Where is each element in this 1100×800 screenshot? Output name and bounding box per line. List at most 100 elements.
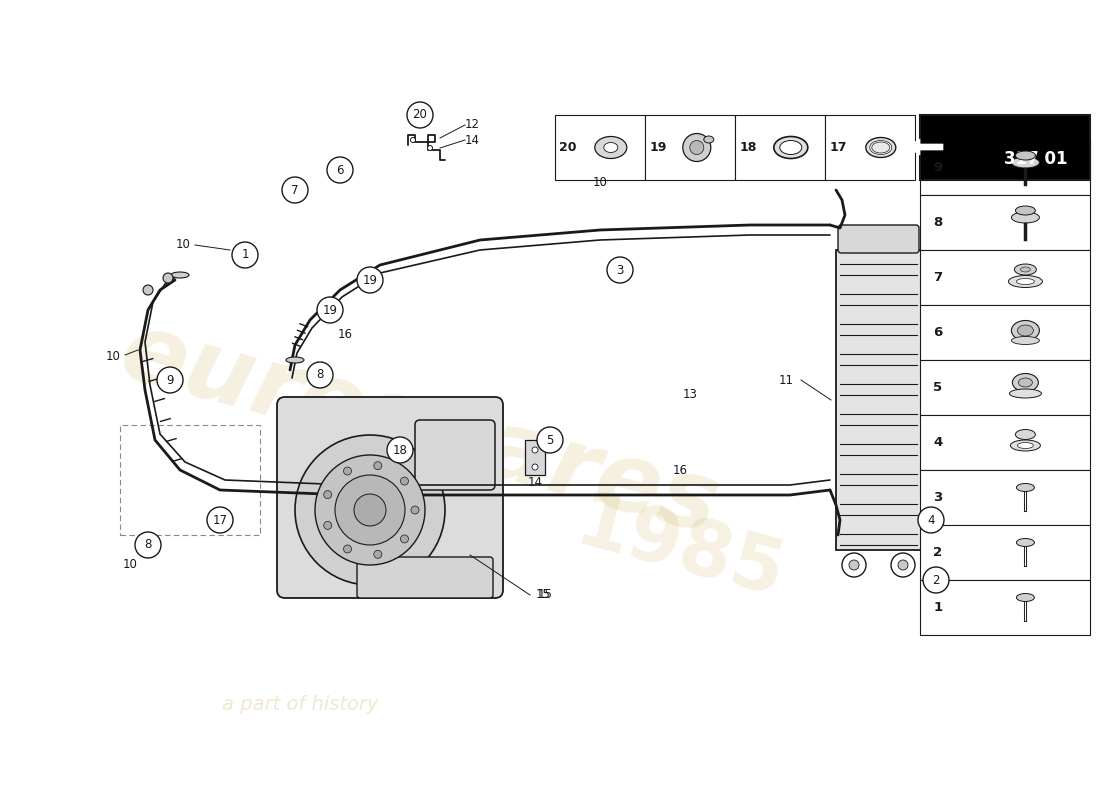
Circle shape [336, 475, 405, 545]
Ellipse shape [1018, 325, 1033, 336]
Text: 14: 14 [528, 475, 542, 489]
Circle shape [323, 522, 332, 530]
Circle shape [232, 242, 258, 268]
Ellipse shape [1015, 430, 1035, 439]
Ellipse shape [780, 141, 802, 154]
Circle shape [683, 134, 711, 162]
Circle shape [842, 553, 866, 577]
Circle shape [317, 297, 343, 323]
Circle shape [849, 560, 859, 570]
Text: 7: 7 [292, 183, 299, 197]
Ellipse shape [1014, 264, 1036, 275]
Circle shape [891, 553, 915, 577]
Ellipse shape [1011, 337, 1040, 345]
Circle shape [532, 447, 538, 453]
Circle shape [532, 464, 538, 470]
Circle shape [327, 157, 353, 183]
Text: 16: 16 [338, 329, 352, 342]
Ellipse shape [1015, 151, 1035, 160]
Circle shape [282, 177, 308, 203]
Text: 10: 10 [122, 558, 138, 571]
Text: 18: 18 [739, 141, 757, 154]
Circle shape [918, 507, 944, 533]
Bar [920, 415, 1090, 470]
Ellipse shape [286, 357, 304, 363]
Text: 1: 1 [934, 601, 943, 614]
Text: 10: 10 [176, 238, 190, 251]
Circle shape [410, 138, 416, 142]
FancyBboxPatch shape [415, 420, 495, 490]
Text: 8: 8 [934, 216, 943, 229]
Text: 6: 6 [337, 163, 343, 177]
FancyBboxPatch shape [277, 397, 503, 598]
Circle shape [407, 102, 433, 128]
Circle shape [400, 477, 408, 485]
Text: 17: 17 [829, 141, 847, 154]
Text: 15: 15 [536, 589, 550, 602]
Ellipse shape [704, 136, 714, 143]
Ellipse shape [866, 138, 895, 158]
Text: 13: 13 [683, 389, 697, 402]
Text: 16: 16 [672, 463, 688, 477]
Ellipse shape [604, 142, 618, 153]
Polygon shape [906, 139, 943, 155]
Bar [920, 140, 1090, 195]
Circle shape [343, 467, 352, 475]
Text: 12: 12 [464, 118, 480, 131]
Ellipse shape [1016, 278, 1034, 285]
Bar [645, 115, 735, 180]
Text: 3: 3 [616, 263, 624, 277]
Bar [825, 115, 915, 180]
Circle shape [898, 560, 907, 570]
Circle shape [690, 141, 704, 154]
Bar [836, 250, 921, 550]
Circle shape [143, 285, 153, 295]
Text: 2: 2 [933, 574, 939, 586]
Text: 19: 19 [322, 303, 338, 317]
Circle shape [315, 455, 425, 565]
Text: 4: 4 [927, 514, 935, 526]
FancyBboxPatch shape [358, 557, 493, 598]
Ellipse shape [1021, 267, 1031, 272]
Text: 9: 9 [934, 161, 943, 174]
Circle shape [354, 494, 386, 526]
Circle shape [343, 545, 352, 553]
FancyBboxPatch shape [838, 225, 918, 253]
Text: 9: 9 [166, 374, 174, 386]
Circle shape [923, 567, 949, 593]
Bar [920, 525, 1090, 580]
Text: 14: 14 [464, 134, 480, 146]
Bar [920, 470, 1090, 525]
Ellipse shape [872, 142, 890, 153]
Bar [920, 195, 1090, 250]
Circle shape [307, 362, 333, 388]
Circle shape [387, 437, 412, 463]
Circle shape [157, 367, 183, 393]
Bar [120, 425, 260, 535]
Text: 1985: 1985 [568, 486, 792, 614]
Bar [920, 360, 1090, 415]
Ellipse shape [1009, 275, 1043, 287]
Text: 10: 10 [593, 175, 607, 189]
Text: a part of history: a part of history [222, 695, 378, 714]
Text: 6: 6 [934, 326, 943, 339]
Circle shape [607, 257, 632, 283]
Bar [920, 115, 1090, 180]
Bar [920, 305, 1090, 360]
Bar [556, 115, 645, 180]
Text: 18: 18 [393, 443, 407, 457]
Circle shape [135, 532, 161, 558]
Text: eurospares: eurospares [111, 306, 729, 554]
Text: 5: 5 [934, 381, 943, 394]
Circle shape [374, 462, 382, 470]
Text: 10: 10 [106, 350, 120, 363]
Text: 8: 8 [144, 538, 152, 551]
Bar [920, 250, 1090, 305]
Ellipse shape [595, 137, 627, 158]
Circle shape [400, 535, 408, 543]
Text: 3: 3 [934, 491, 943, 504]
Bar [920, 580, 1090, 635]
Ellipse shape [773, 137, 807, 158]
Text: 4: 4 [934, 436, 943, 449]
Text: 20: 20 [559, 141, 576, 154]
